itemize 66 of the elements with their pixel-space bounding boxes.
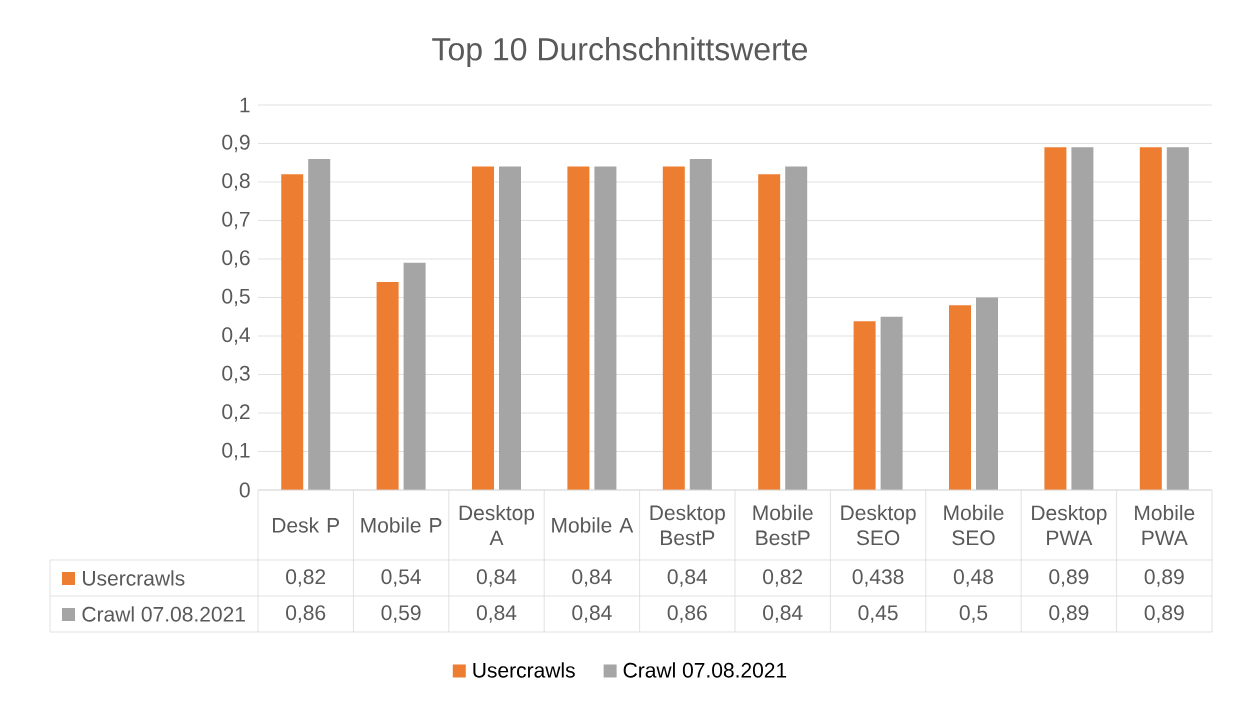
data-label: 0,84 bbox=[572, 569, 612, 587]
data-label: 0,86 bbox=[667, 605, 707, 623]
bar bbox=[472, 166, 495, 490]
bar bbox=[976, 297, 998, 490]
data-label: 0,48 bbox=[953, 569, 994, 587]
y-tick-label: 0,1 bbox=[222, 442, 250, 461]
x-tick-label: Mobile BestP bbox=[753, 504, 813, 546]
x-tick-label: Mobile A bbox=[552, 517, 634, 533]
bar bbox=[853, 321, 876, 490]
x-tick-label: Desk P bbox=[273, 517, 339, 533]
data-label: 0,84 bbox=[763, 605, 803, 623]
x-tick-label: Desktop PWA bbox=[1032, 504, 1107, 546]
bar bbox=[403, 262, 426, 490]
y-tick-label: 0 bbox=[239, 482, 250, 498]
x-tick-label: Desktop BestP bbox=[650, 504, 725, 546]
data-label: 0,84 bbox=[572, 605, 612, 623]
x-tick-label: Desktop A bbox=[459, 504, 535, 546]
x-tick-label: Mobile PWA bbox=[1135, 504, 1195, 546]
bar bbox=[1166, 147, 1189, 490]
bar bbox=[1071, 147, 1094, 490]
data-label: 0,86 bbox=[286, 605, 326, 623]
data-label: 0,89 bbox=[1144, 569, 1184, 587]
x-tick-label: Desktop SEO bbox=[841, 504, 916, 546]
bar bbox=[567, 166, 590, 490]
y-tick-label: 0,8 bbox=[222, 173, 250, 191]
legend-label: Usercrawls bbox=[83, 570, 185, 586]
data-label: 0,84 bbox=[667, 569, 708, 587]
legend-label: Crawl 07.08.2021 bbox=[82, 606, 245, 622]
bar bbox=[1044, 147, 1067, 490]
y-tick-label: 0,7 bbox=[222, 211, 250, 230]
bar bbox=[594, 166, 617, 490]
bar bbox=[376, 282, 399, 490]
bar bbox=[880, 316, 903, 490]
bar bbox=[499, 166, 522, 490]
data-label: 0,59 bbox=[381, 605, 421, 623]
data-label: 0,89 bbox=[1144, 605, 1184, 623]
data-label: 0,45 bbox=[858, 605, 898, 623]
data-label: 0,54 bbox=[381, 569, 421, 587]
y-tick-label: 0,9 bbox=[222, 134, 250, 153]
y-tick-label: 0,3 bbox=[222, 365, 250, 384]
bar bbox=[758, 174, 781, 490]
data-label: 0,438 bbox=[852, 569, 904, 587]
data-label: 0,82 bbox=[763, 569, 803, 587]
bar bbox=[949, 305, 971, 490]
x-tick-label: Mobile SEO bbox=[944, 504, 1004, 546]
bar bbox=[689, 158, 712, 490]
bar bbox=[308, 158, 331, 490]
data-label: 0,89 bbox=[1049, 569, 1089, 587]
y-tick-label: 1 bbox=[240, 97, 250, 113]
text: Crawl 07.08.2021 bbox=[623, 662, 787, 678]
chart-title: Top 10 Durchschnittswerte bbox=[432, 37, 808, 67]
bar bbox=[785, 166, 808, 490]
data-label: 0,82 bbox=[286, 569, 326, 587]
y-tick-label: 0,6 bbox=[222, 250, 250, 268]
y-tick-label: 0,5 bbox=[222, 288, 250, 307]
data-label: 0,84 bbox=[476, 569, 517, 587]
data-label: 0,5 bbox=[959, 605, 988, 623]
bar bbox=[281, 174, 304, 490]
data-label: 0,89 bbox=[1049, 605, 1089, 623]
text: Usercrawls bbox=[473, 662, 575, 678]
data-label: 0,84 bbox=[476, 605, 517, 623]
bar bbox=[1139, 147, 1162, 490]
x-tick-label: Mobile P bbox=[361, 517, 442, 533]
y-tick-label: 0,4 bbox=[222, 327, 250, 345]
y-tick-label: 0,2 bbox=[222, 404, 250, 422]
bar bbox=[662, 166, 685, 490]
